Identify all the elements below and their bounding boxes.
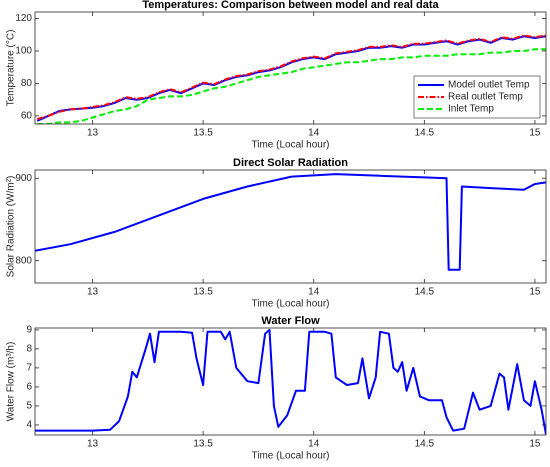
plot-area: 13 13.5 14 14.5 15 4 5 6 7 8 9 Water Flow Time (Loca… (6, 315, 547, 462)
y-tick-label: 100 (15, 46, 32, 57)
x-tick-label: 14.5 (415, 439, 435, 450)
series-group (36, 34, 546, 124)
y-tick-label: 800 (15, 255, 32, 266)
x-tick-label: 14 (308, 287, 320, 298)
x-tick-label: 15 (529, 439, 541, 450)
series-line (35, 173, 546, 271)
series-line (37, 48, 546, 124)
axes-background (35, 328, 546, 435)
x-tick-label: 14.5 (415, 287, 435, 298)
x-tick-label: 13 (87, 439, 99, 450)
y-tick-label: 80 (21, 78, 33, 89)
x-tick-label: 13.5 (193, 439, 213, 450)
y-tick-label: 900 (15, 173, 32, 184)
plot-area: 13 13.5 14 14.5 15 800 900 Direct Solar Radiati… (6, 157, 547, 310)
y-axis-label: Water Flow (m³/h) (6, 342, 17, 422)
y-tick-label: 8 (26, 344, 32, 355)
y-tick-label: 7 (26, 363, 32, 374)
y-tick-label: 60 (21, 111, 33, 122)
x-tick-label: 13 (87, 287, 99, 298)
x-tick-label: 13.5 (193, 128, 213, 139)
x-tick-label: 13.5 (193, 287, 213, 298)
chart-title: Water Flow (261, 315, 320, 327)
series-group (35, 328, 546, 435)
axes-box (34, 327, 547, 436)
legend-label: Model outlet Temp (448, 80, 530, 91)
y-tick-label: 6 (26, 382, 32, 393)
y-tick-label: 9 (26, 325, 32, 336)
y-tick-label: 120 (15, 13, 32, 24)
axes-box (34, 169, 547, 284)
legend-label: Inlet Temp (448, 104, 494, 115)
x-axis-label: Time (Local hour) (252, 140, 330, 151)
y-axis-label: Temperature (°C) (6, 30, 17, 107)
chart-title: Temperatures: Comparison between model a… (142, 0, 439, 11)
y-tick-label: 4 (26, 420, 32, 431)
x-tick-label: 14 (308, 128, 320, 139)
x-axis-label: Time (Local hour) (252, 299, 330, 310)
x-tick-label: 14 (308, 439, 320, 450)
y-tick-label: 5 (26, 401, 32, 412)
series-group (35, 173, 546, 271)
series-line (36, 34, 546, 121)
axes-box (34, 11, 547, 125)
chart-title: Direct Solar Radiation (233, 157, 348, 169)
x-tick-label: 14.5 (415, 128, 435, 139)
series-line (35, 328, 546, 435)
x-axis-label: Time (Local hour) (252, 451, 330, 462)
y-axis-label: Solar Radiation (W/m²) (6, 176, 17, 278)
x-tick-label: 15 (529, 128, 541, 139)
plot-area: 13 13.5 14 14.5 15 60 80 100 120 Temperatures: Co… (6, 0, 547, 151)
x-tick-label: 13 (87, 128, 99, 139)
x-tick-label: 15 (529, 287, 541, 298)
legend-label: Real outlet Temp (448, 92, 523, 103)
